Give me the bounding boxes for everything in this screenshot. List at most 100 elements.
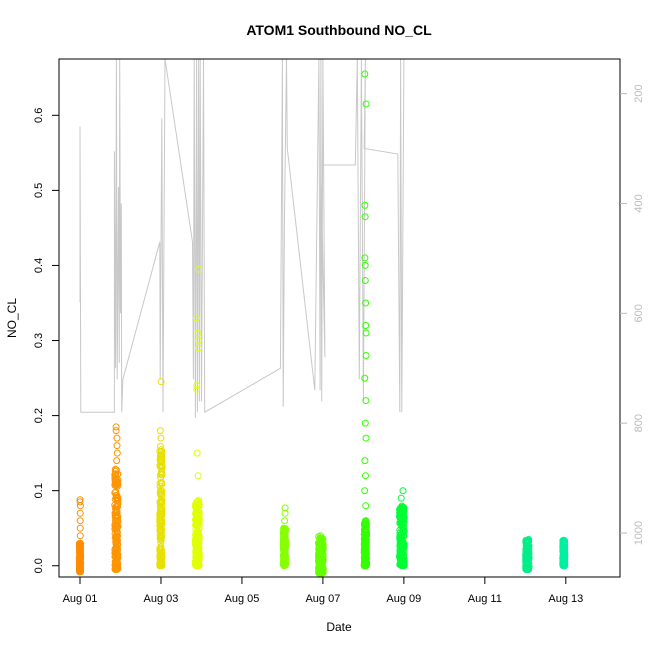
data-point — [319, 568, 327, 576]
data-point — [157, 519, 165, 527]
data-point-outlier — [281, 504, 289, 512]
data-point-outlier — [157, 378, 165, 386]
data-point — [524, 550, 532, 557]
data-point — [113, 476, 120, 484]
x-axis: Aug 01 Aug 03 Aug 05 Aug 07 Aug 09 Aug 11 Aug … — [63, 576, 583, 605]
data-point — [315, 549, 323, 557]
data-point — [281, 542, 289, 550]
data-point — [361, 561, 369, 569]
data-point — [192, 515, 200, 523]
data-point — [561, 547, 569, 555]
secondary-series-line — [79, 58, 405, 418]
data-point-outlier — [113, 442, 121, 450]
y-axis: 0.0 0.1 0.2 0.3 0.4 0.5 0.6 — [33, 108, 59, 573]
data-point — [157, 511, 165, 519]
data-point — [195, 502, 202, 510]
y-tick-label: 0.3 — [33, 333, 45, 348]
data-point — [158, 457, 166, 464]
data-point — [111, 553, 119, 561]
data-point — [315, 565, 323, 573]
data-point — [279, 528, 287, 536]
y-axis-label: NO_CL — [5, 298, 19, 338]
data-point — [559, 557, 567, 565]
data-point — [112, 466, 120, 474]
data-point — [157, 499, 165, 507]
data-point — [281, 560, 289, 567]
data-point — [396, 526, 404, 534]
data-point — [157, 560, 165, 568]
right-tick-label: 800 — [633, 414, 645, 432]
data-point-outlier — [193, 449, 201, 457]
data-point-outlier — [361, 261, 369, 269]
chart-title: ATOM1 Southbound NO_CL — [246, 22, 432, 38]
data-point — [157, 490, 165, 498]
scatter-points-layer — [75, 70, 569, 577]
data-point-outlier — [192, 314, 200, 322]
data-point — [157, 536, 165, 544]
y-tick-label: 0.2 — [33, 408, 45, 423]
data-point — [192, 541, 200, 549]
x-axis-label: Date — [326, 620, 352, 634]
data-point-outlier — [362, 299, 370, 307]
data-point — [76, 551, 84, 559]
data-point — [523, 545, 531, 553]
data-point — [560, 550, 568, 558]
data-point — [396, 519, 404, 527]
data-point-outlier — [362, 329, 370, 337]
right-tick-label: 200 — [633, 84, 645, 102]
data-point-outlier — [362, 472, 369, 480]
data-point-outlier — [112, 423, 120, 431]
data-point-outlier — [156, 427, 164, 435]
secondary-line-layer — [79, 58, 405, 418]
data-point — [158, 450, 166, 458]
data-point-outlier — [113, 434, 121, 442]
data-point — [280, 532, 288, 539]
data-point — [113, 536, 121, 544]
data-point — [524, 553, 532, 561]
data-point — [315, 540, 323, 548]
right-axis: 200 400 600 800 1000 — [620, 84, 645, 545]
data-point — [158, 504, 166, 512]
data-point-outlier — [362, 100, 370, 108]
y-tick-label: 0.4 — [33, 258, 45, 273]
data-point — [398, 561, 406, 569]
data-point — [524, 560, 532, 568]
data-point — [157, 528, 165, 536]
data-point — [559, 538, 567, 546]
data-point — [111, 467, 119, 475]
data-point — [111, 509, 119, 517]
data-point — [157, 533, 165, 541]
data-point — [194, 528, 202, 535]
data-point — [193, 549, 201, 557]
data-point — [112, 561, 120, 569]
data-point — [195, 561, 203, 569]
data-point-outlier — [361, 487, 369, 495]
x-tick-label: Aug 11 — [468, 593, 502, 605]
data-point-outlier — [194, 329, 202, 337]
data-point — [76, 548, 84, 556]
x-tick-label: Aug 13 — [548, 593, 583, 605]
data-point-outlier — [361, 254, 369, 262]
data-point — [113, 538, 120, 546]
data-point-outlier — [361, 201, 369, 209]
data-point — [398, 530, 406, 538]
data-point — [158, 453, 166, 461]
data-point — [194, 505, 202, 513]
y-tick-label: 0.1 — [33, 483, 45, 498]
data-point — [113, 546, 121, 554]
data-point-outlier — [361, 70, 369, 78]
data-point — [400, 518, 408, 526]
data-point-outlier — [76, 517, 84, 525]
data-point — [113, 520, 121, 528]
x-tick-label: Aug 07 — [305, 593, 340, 605]
data-point — [560, 557, 568, 565]
data-point — [156, 552, 164, 560]
y-tick-label: 0.6 — [33, 108, 45, 123]
data-point-outlier — [113, 457, 121, 465]
data-point — [315, 545, 323, 553]
data-point-outlier — [195, 344, 202, 352]
data-point-outlier — [76, 532, 84, 540]
data-point-outlier — [76, 498, 84, 506]
data-point — [396, 529, 404, 537]
data-point-outlier — [362, 502, 370, 510]
